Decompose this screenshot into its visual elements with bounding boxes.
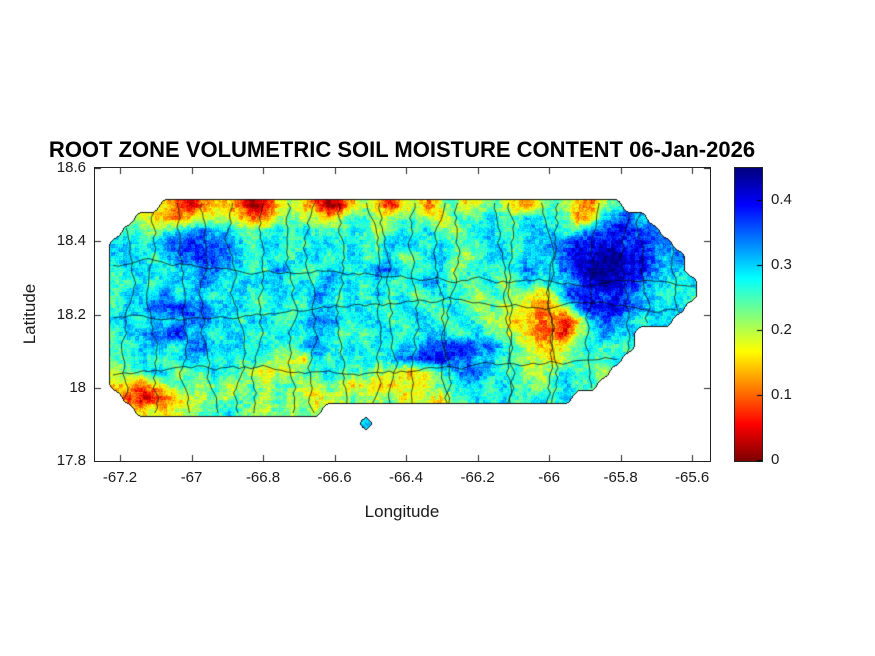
- chart-title: ROOT ZONE VOLUMETRIC SOIL MOISTURE CONTE…: [48, 137, 756, 162]
- y-tick-label: 18.2: [56, 305, 86, 323]
- x-tick-label: -66.6: [317, 469, 352, 486]
- x-tick-label: -66.8: [245, 469, 281, 486]
- y-tick-label: 18.4: [56, 232, 86, 250]
- y-tick-label: 18.6: [56, 159, 86, 176]
- soil-moisture-map: [95, 168, 710, 461]
- x-tick-label: -65.8: [603, 469, 638, 486]
- colorbar-tick-label: 0.2: [771, 321, 792, 339]
- plot-area: [94, 167, 711, 462]
- x-tick-label: -66.2: [460, 469, 495, 486]
- colorbar-tick-label: 0: [771, 451, 780, 468]
- x-tick-label: -67: [180, 469, 203, 486]
- x-axis-label: Longitude: [364, 502, 440, 521]
- y-tick-label: 18: [69, 378, 86, 396]
- colorbar-gradient: [735, 168, 762, 461]
- x-tick-label: -66: [538, 469, 560, 486]
- x-tick-label: -65.6: [675, 469, 710, 486]
- y-tick-label: 17.8: [56, 452, 86, 469]
- x-tick-label: -67.2: [102, 469, 138, 486]
- colorbar-tick-label: 0.1: [771, 386, 792, 404]
- colorbar: [734, 167, 763, 462]
- colorbar-tick-label: 0.4: [771, 191, 792, 209]
- colorbar-tick-label: 0.3: [771, 256, 792, 274]
- x-tick-label: -66.4: [388, 469, 424, 486]
